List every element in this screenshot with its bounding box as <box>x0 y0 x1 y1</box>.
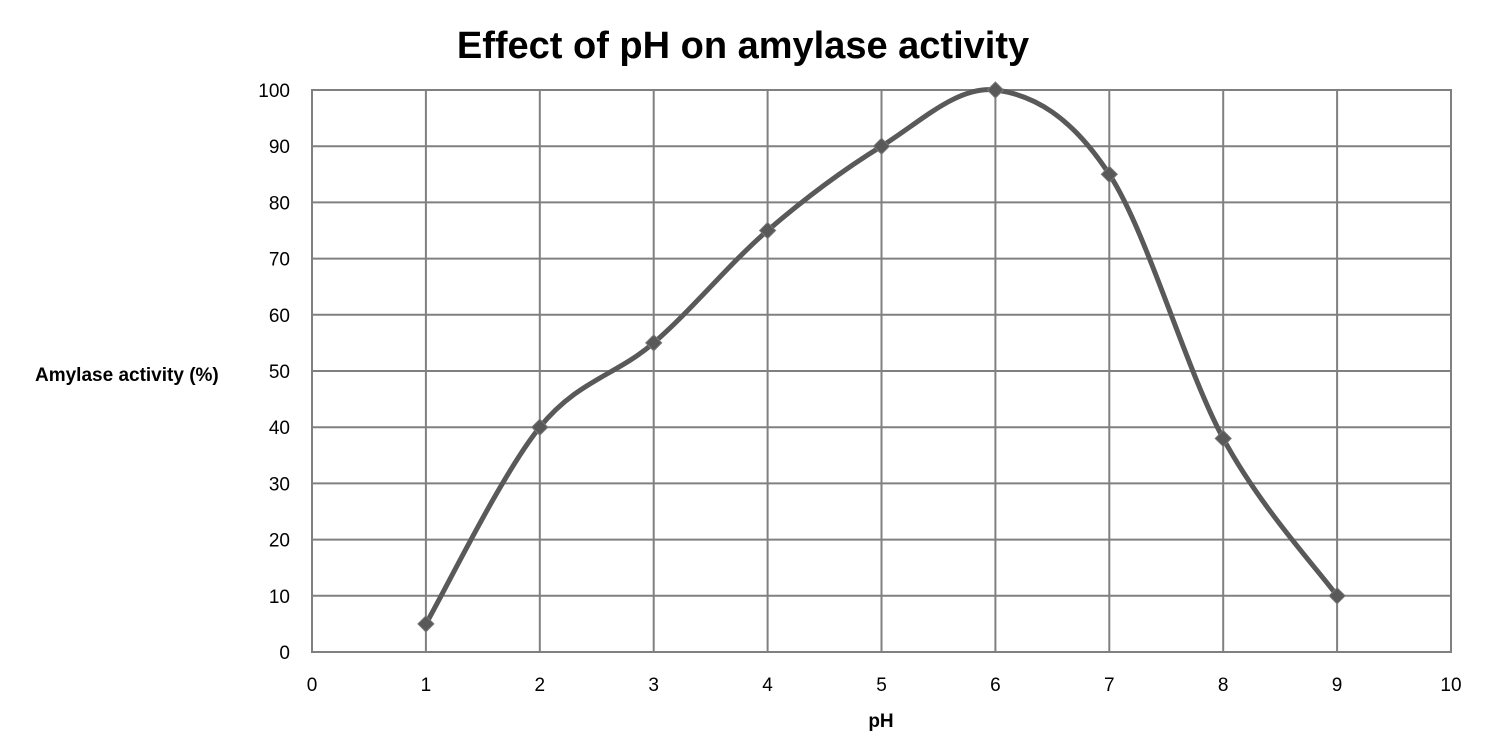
x-tick-label: 3 <box>648 675 659 696</box>
y-tick-label: 20 <box>269 531 290 552</box>
data-point-marker <box>417 615 435 633</box>
x-tick-label: 2 <box>535 675 546 696</box>
x-tick-label: 9 <box>1332 675 1343 696</box>
y-tick-label: 100 <box>258 81 290 102</box>
data-point-marker <box>1214 429 1232 448</box>
x-axis-tick-labels: 0 1 2 3 4 5 6 7 8 9 10 <box>307 675 1462 696</box>
data-point-marker <box>531 418 549 436</box>
y-tick-label: 90 <box>269 137 290 158</box>
data-point-marker <box>644 334 663 352</box>
y-tick-label: 0 <box>279 643 290 664</box>
data-point-marker <box>758 221 777 240</box>
grid <box>311 89 1452 653</box>
y-axis-title: Amylase activity (%) <box>35 365 219 386</box>
data-point-marker <box>986 81 1005 99</box>
x-axis-title: pH <box>868 711 893 732</box>
x-tick-label: 0 <box>307 675 318 696</box>
x-tick-label: 8 <box>1218 675 1229 696</box>
plot-area-border <box>311 89 1452 653</box>
y-tick-label: 40 <box>269 418 290 439</box>
data-point-marker <box>1100 165 1119 184</box>
data-point-marker <box>1328 587 1346 605</box>
y-tick-label: 60 <box>269 306 290 327</box>
chart-title: Effect of pH on amylase activity <box>457 25 1029 67</box>
y-tick-label: 30 <box>269 474 290 495</box>
y-tick-label: 10 <box>269 587 290 608</box>
y-tick-label: 70 <box>269 250 290 271</box>
x-tick-label: 6 <box>990 675 1001 696</box>
y-tick-label: 50 <box>269 362 290 383</box>
x-tick-label: 5 <box>876 675 887 696</box>
x-tick-label: 7 <box>1104 675 1115 696</box>
x-tick-label: 1 <box>421 675 432 696</box>
y-axis-tick-labels: 0 10 20 30 40 50 60 70 80 90 100 <box>258 81 290 664</box>
x-tick-label: 4 <box>762 675 773 696</box>
y-tick-label: 80 <box>269 193 290 214</box>
series-group <box>417 81 1346 633</box>
data-point-marker <box>872 137 891 155</box>
x-tick-label: 10 <box>1440 675 1461 696</box>
